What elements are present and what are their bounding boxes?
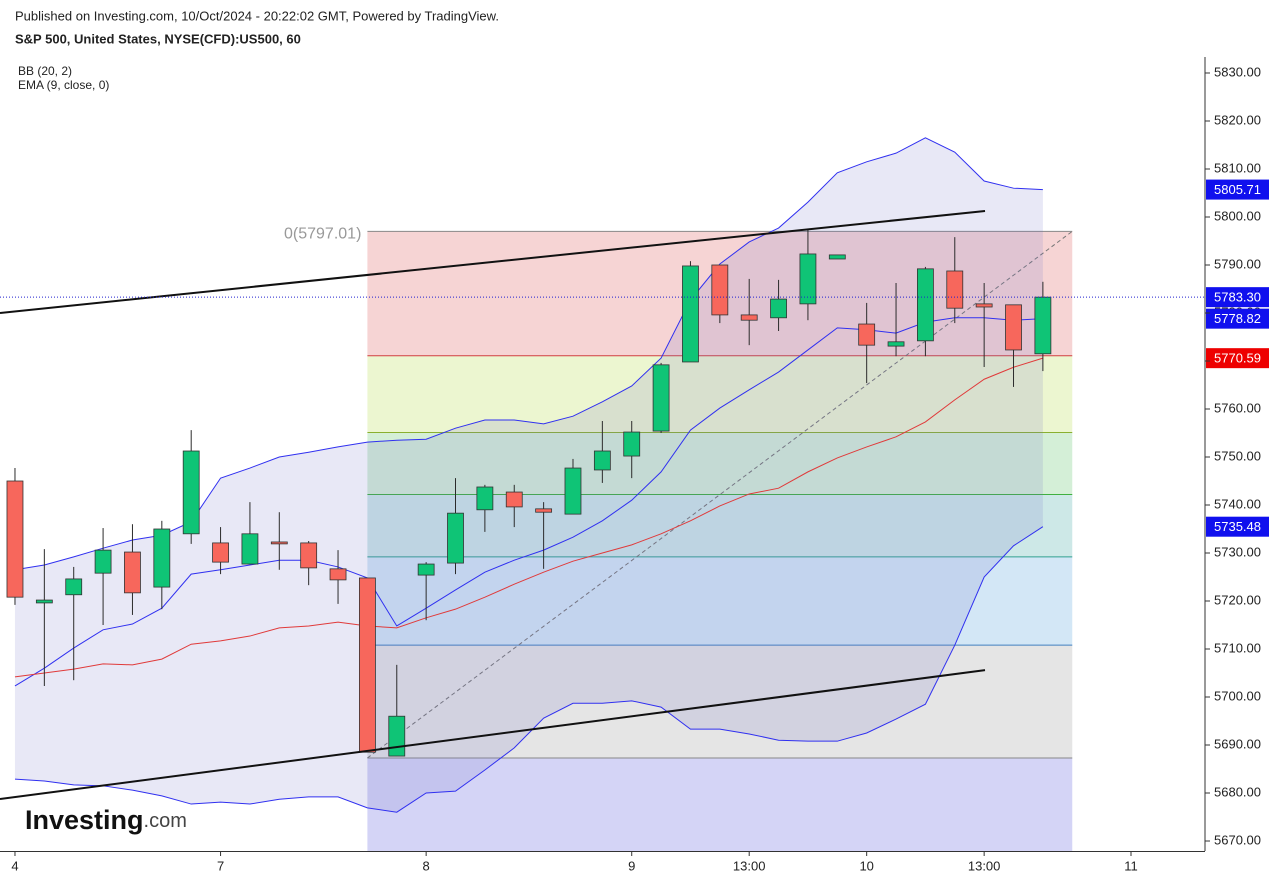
price-label: 5735.48 [1214, 519, 1261, 534]
y-tick-label: 5790.00 [1214, 256, 1261, 271]
candle-body [593, 450, 611, 471]
candle-body [300, 542, 318, 569]
candle-body [388, 715, 406, 757]
candle-body [564, 467, 582, 515]
fib-zone [367, 556, 1073, 646]
price-label: 5778.82 [1214, 311, 1261, 326]
candle-body [65, 578, 83, 596]
bb-label: BB (20, 2) [18, 64, 72, 78]
y-tick-label: 5740.00 [1214, 496, 1261, 511]
top-layer: 5670.00 5680.00 5690.00 5700.00 5710.00 5720.… [0, 64, 1269, 873]
x-tick-label: 4 [11, 858, 18, 873]
y-tick-label: 5700.00 [1214, 688, 1261, 703]
candles-layer [6, 228, 1052, 757]
candle-body [652, 364, 670, 432]
fib-zone [367, 757, 1073, 851]
ema-line [14, 357, 1044, 678]
price-label-box [1206, 179, 1269, 200]
y-tick-label: 5710.00 [1214, 640, 1261, 655]
y-tick-label: 5750.00 [1214, 448, 1261, 463]
price-label-box [1206, 287, 1269, 308]
candle-body [241, 533, 259, 565]
price-label: 5770.59 [1214, 351, 1261, 366]
candle-body [182, 450, 200, 535]
chart-title: S&P 500, United States, NYSE(CFD):US500,… [15, 31, 301, 46]
y-tick-label: 5830.00 [1214, 64, 1261, 79]
candle-body [828, 254, 846, 260]
price-label: 5783.30 [1214, 290, 1261, 305]
candle-body [917, 268, 934, 342]
published-note: Published on Investing.com, 10/Oct/2024 … [15, 8, 499, 23]
fib-zone [367, 432, 1073, 495]
price-label-box [1206, 348, 1269, 369]
candle-body [682, 265, 699, 363]
trendline [0, 209, 986, 314]
candle-body [153, 528, 171, 588]
candle-body [740, 314, 758, 321]
y-tick-label: 5670.00 [1214, 832, 1261, 847]
logo-suffix: .com [144, 810, 187, 832]
trendline [0, 669, 986, 801]
y-tick-label: 5720.00 [1214, 592, 1261, 607]
candle-body [858, 323, 876, 346]
candle-body [94, 549, 112, 574]
candle-body [711, 264, 729, 316]
candle-body [505, 491, 523, 508]
y-tick-label: 5810.00 [1214, 160, 1261, 175]
candle-body [447, 512, 464, 564]
x-tick-label: 13:00 [733, 858, 766, 873]
y-tick-label: 5760.00 [1214, 400, 1261, 415]
y-tick-label: 5730.00 [1214, 544, 1261, 559]
x-tick-label: 9 [628, 858, 635, 873]
x-tick-label: 10 [859, 858, 873, 873]
y-tick-label: 5820.00 [1214, 112, 1261, 127]
candle-body [6, 480, 24, 598]
candle-body [946, 270, 964, 309]
bb-lower [14, 526, 1044, 813]
candle-body [417, 563, 435, 576]
y-tick-label: 5690.00 [1214, 736, 1261, 751]
fib-annotation: 0(5797.01) [284, 226, 361, 243]
price-label-box [1206, 516, 1269, 537]
ema-label: EMA (9, close, 0) [18, 78, 109, 92]
x-tick-label: 11 [1124, 858, 1138, 873]
candle-body [329, 568, 347, 581]
candle-body [770, 298, 787, 319]
candle-body [1005, 304, 1022, 351]
x-tick-label: 7 [217, 858, 224, 873]
candle-body [359, 577, 376, 753]
candle-body [535, 508, 553, 513]
logo-main: Investing [25, 805, 144, 835]
candle-body [887, 341, 905, 347]
price-label: 5805.71 [1214, 182, 1261, 197]
candle-body [476, 486, 494, 511]
candle-body [1034, 296, 1052, 355]
fib-zone [367, 645, 1073, 758]
y-tick-label: 5800.00 [1214, 208, 1261, 223]
candle-body [35, 599, 53, 604]
x-tick-label: 13:00 [968, 858, 1001, 873]
candle-body [799, 253, 817, 305]
candle-body [623, 431, 641, 457]
logo: Investing.com [25, 805, 187, 835]
candle-body [124, 551, 141, 594]
y-tick-label: 5680.00 [1214, 784, 1261, 799]
candle-body [212, 542, 229, 563]
price-label-box [1206, 308, 1269, 329]
x-tick-label: 8 [423, 858, 430, 873]
candle-body [975, 303, 993, 308]
candle-body [270, 541, 288, 545]
